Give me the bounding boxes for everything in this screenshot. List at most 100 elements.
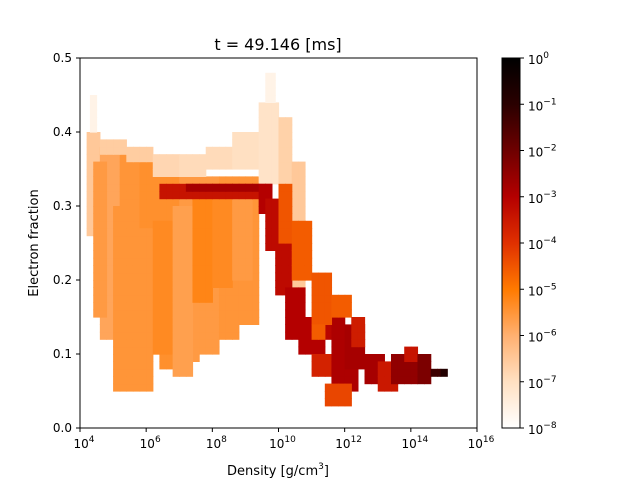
heatmap-cell xyxy=(285,169,293,177)
heatmap-cell xyxy=(166,346,174,355)
heatmap-cell xyxy=(179,287,187,296)
heatmap-cell xyxy=(179,302,187,311)
heatmap-cell xyxy=(93,250,101,259)
heatmap-cell xyxy=(106,206,114,214)
heatmap-cell xyxy=(232,198,240,207)
heatmap-cell xyxy=(232,220,240,229)
heatmap-cell xyxy=(225,146,233,155)
heatmap-cell xyxy=(113,302,121,311)
heatmap-cell xyxy=(172,265,180,274)
heatmap-cell xyxy=(99,206,108,214)
heatmap-cell xyxy=(291,183,299,192)
heatmap-cell xyxy=(93,176,101,185)
heatmap-cell xyxy=(318,368,326,377)
heatmap-cell xyxy=(185,309,194,318)
heatmap-cell xyxy=(364,376,372,385)
heatmap-cell xyxy=(139,191,147,200)
heatmap-cell xyxy=(298,198,306,207)
heatmap-cell xyxy=(218,272,227,281)
heatmap-cell xyxy=(152,250,160,259)
heatmap-cell xyxy=(324,309,333,318)
heatmap-cell xyxy=(275,272,283,281)
colorbar-tick-label: 10−2 xyxy=(528,144,557,160)
heatmap-cell xyxy=(212,213,220,222)
heatmap-cell xyxy=(172,235,180,244)
heatmap-cell xyxy=(106,257,114,266)
heatmap-cell xyxy=(159,339,167,348)
heatmap-cell xyxy=(146,339,154,348)
heatmap-cell xyxy=(172,331,180,340)
heatmap-cell xyxy=(265,198,273,207)
heatmap-cell xyxy=(298,243,306,251)
heatmap-cell xyxy=(126,161,134,170)
heatmap-cell xyxy=(338,324,346,333)
heatmap-cell xyxy=(99,287,108,296)
heatmap-cell xyxy=(238,302,247,311)
heatmap-cell xyxy=(331,354,339,362)
heatmap-cell xyxy=(192,250,200,259)
heatmap-cell xyxy=(258,161,266,170)
heatmap-cell xyxy=(275,280,283,288)
heatmap-cell xyxy=(99,183,108,192)
heatmap-cell xyxy=(357,346,366,355)
heatmap-cell xyxy=(417,368,425,377)
heatmap-cell xyxy=(119,339,127,348)
heatmap-cell xyxy=(192,154,200,163)
heatmap-cell xyxy=(152,243,160,251)
heatmap-cell xyxy=(166,183,174,192)
heatmap-cell xyxy=(404,346,412,355)
heatmap-cell xyxy=(265,161,273,170)
heatmap-cell xyxy=(159,302,167,311)
heatmap-cell xyxy=(132,294,141,303)
heatmap-cell xyxy=(238,257,247,266)
heatmap-cell xyxy=(318,361,326,370)
heatmap-cell xyxy=(172,317,180,325)
heatmap-cell xyxy=(146,220,154,229)
heatmap-cell xyxy=(404,354,412,362)
heatmap-cell xyxy=(285,302,293,311)
heatmap-cell xyxy=(275,250,283,259)
heatmap-cell xyxy=(119,176,127,185)
heatmap-cell xyxy=(139,257,147,266)
heatmap-cell xyxy=(410,376,419,385)
heatmap-cell xyxy=(278,206,286,214)
heatmap-cell xyxy=(192,191,200,200)
heatmap-cell xyxy=(192,346,200,355)
heatmap-cell xyxy=(119,346,127,355)
heatmap-cell xyxy=(238,250,247,259)
heatmap-cell xyxy=(126,383,134,392)
heatmap-cell xyxy=(304,324,313,333)
heatmap-cell xyxy=(424,368,432,377)
heatmap-cell xyxy=(291,272,299,281)
heatmap-cell xyxy=(119,139,127,148)
heatmap-cell xyxy=(113,272,121,281)
heatmap-cell xyxy=(271,80,276,89)
heatmap-cell xyxy=(357,361,366,370)
heatmap-cell xyxy=(146,331,154,340)
heatmap-cell xyxy=(205,331,213,340)
heatmap-cell xyxy=(258,102,266,111)
heatmap-cell xyxy=(311,339,319,348)
heatmap-cell xyxy=(291,280,299,288)
heatmap-cell xyxy=(106,169,114,177)
heatmap-cell xyxy=(132,309,141,318)
heatmap-cell xyxy=(212,309,220,318)
heatmap-cell xyxy=(324,294,333,303)
heatmap-cell xyxy=(212,154,220,163)
heatmap-cell xyxy=(152,235,160,244)
colorbar-tick-label: 10−5 xyxy=(528,282,557,298)
heatmap-cell xyxy=(113,243,121,251)
x-tick-label: 1010 xyxy=(269,435,296,451)
heatmap-cell xyxy=(166,213,174,222)
heatmap-cell xyxy=(119,183,127,192)
heatmap-cell xyxy=(344,376,352,385)
heatmap-cell xyxy=(371,368,379,377)
heatmap-cell xyxy=(338,302,346,311)
heatmap-cell xyxy=(113,346,121,355)
heatmap-cell xyxy=(275,265,283,274)
heatmap-cell xyxy=(99,235,108,244)
heatmap-cell xyxy=(205,265,213,274)
heatmap-cell xyxy=(344,324,352,333)
heatmap-cell xyxy=(271,169,280,177)
heatmap-cell xyxy=(192,213,200,222)
